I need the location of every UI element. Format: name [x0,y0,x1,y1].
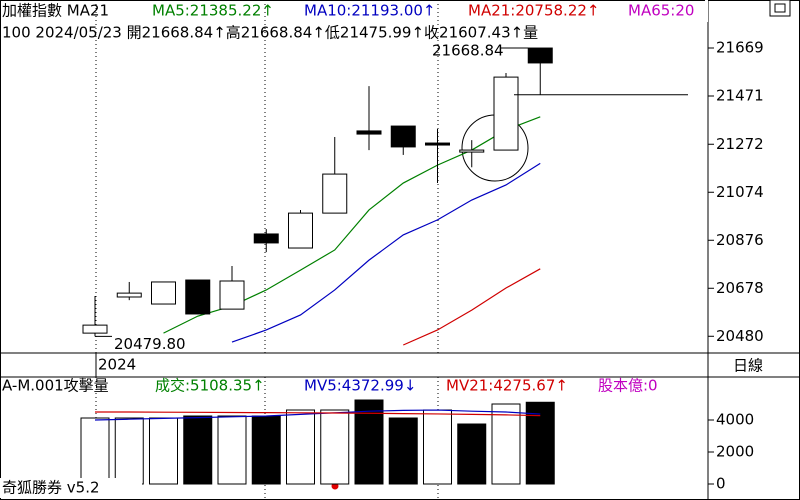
volume-bar [320,409,350,485]
candle-body [185,279,211,315]
candle-body [322,173,348,214]
volume-now: 成交:5108.35↑ [155,377,265,395]
candle-body [425,142,450,146]
footer-bg [0,478,142,498]
ma-line [231,162,541,343]
clip [705,0,708,22]
y-tick-label: 4000 [716,411,754,429]
volume-bar [423,409,452,485]
annotation: 21668.84 [432,42,504,60]
footer: 奇狐勝券 v5.2 [2,479,100,497]
volume-bar [388,417,418,485]
y-tick-label: 0 [716,475,726,493]
candle-body [288,212,313,249]
volume-bar [251,415,281,485]
quote: 100 2024/05/23 開21668.84↑高21668.84↑低2147… [2,24,538,42]
mv5-label: MV5:4372.99↓ [304,377,416,395]
volume-bar [491,403,521,485]
y-tick-label: 21669 [716,39,764,57]
ma10-label: MA10:21193.00↑ [304,2,435,20]
title: 加權指數 MA21 [2,2,109,20]
menu-icon [774,3,786,13]
mv21-label: MV21:4275.67↑ [446,377,568,395]
volume-bar [114,417,144,485]
candle-body [116,292,142,298]
annotation: 20479.80 [114,335,186,353]
ma65-label: MA65:20 [628,2,694,20]
y-tick-label: 20876 [716,231,764,249]
candle-body [390,125,416,148]
candle-body [82,324,108,334]
volume-title: A-M.001攻擊量 [2,377,109,395]
candle-body [459,149,485,153]
ma-line [403,268,541,346]
candle-body [527,47,553,64]
candle-body [493,76,519,151]
ma21-label: MA21:20758.22↑ [468,2,599,20]
y-tick-label: 20480 [716,327,764,345]
volume-bar [149,417,178,485]
candle-body [151,281,176,305]
volume-bar [286,409,315,485]
year-label: 2024 [98,356,136,374]
volume-bar [80,417,110,485]
y-tick-label: 2000 [716,443,754,461]
candle-body [356,130,382,135]
ma5-label: MA5:21385.22↑ [152,2,274,20]
volume-bar [457,423,487,485]
volume-bar [354,399,384,485]
y-tick-label: 20678 [716,279,764,297]
ma-line [94,409,541,421]
ma-line [95,411,541,417]
plot [80,399,555,485]
y-tick-label: 21272 [716,135,764,153]
y-tick-label: 21074 [716,183,764,201]
candle-body [253,233,279,244]
volume-bar [217,415,247,485]
volume-bar [183,415,213,485]
menu-button[interactable] [769,0,791,17]
y-tick-label: 21471 [716,87,764,105]
capital-label: 股本億:0 [598,377,658,395]
plot [82,47,553,346]
candle-body [219,280,245,310]
period: 日線 [733,357,763,375]
volume-bar [525,401,555,485]
